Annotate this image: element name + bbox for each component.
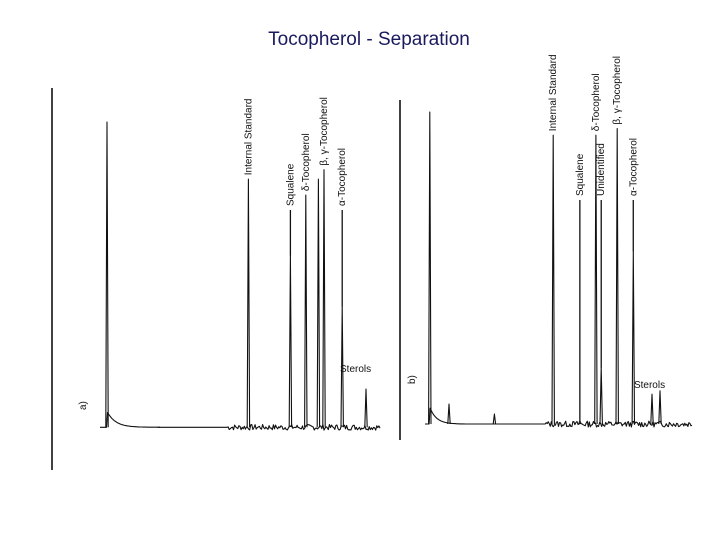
peak-annotation: β, γ-Tocopherol [612, 56, 623, 125]
panel-label: a) [78, 401, 89, 410]
baseline-trace [100, 411, 381, 431]
chromatogram-peak [658, 390, 662, 425]
peak-annotation: δ-Tocopherol [591, 73, 602, 131]
chromatogram-panel-a: a) Internal Standard Squalene δ-Tocopherol β… [51, 88, 381, 470]
chromatogram-panel-b: b) Internal Standard Squalene δ-Tocopherol U… [399, 54, 693, 440]
peak-annotation: Squalene [285, 163, 296, 206]
peak-annotation: δ-Tocopherol [301, 133, 312, 191]
chromatogram-peak [447, 403, 451, 425]
chromatogram-peak [428, 111, 432, 425]
peak-annotation: Unidentified [596, 143, 607, 196]
chromatogram-peak [631, 250, 636, 425]
chromatogram-peak [364, 388, 368, 428]
chromatogram-peak [316, 178, 321, 428]
chromatogram-peak [551, 134, 555, 425]
chromatogram-peak [322, 169, 326, 428]
peak-annotation: Sterols [634, 380, 665, 391]
chromatogram-peak [594, 134, 598, 425]
peak-annotation: Squalene [575, 153, 586, 196]
peak-annotation: α-Tocopherol [337, 148, 348, 206]
baseline-trace [425, 407, 693, 428]
chromatogram-peak [650, 393, 654, 425]
slide-title: Tocopherol - Separation [268, 29, 470, 50]
chromatogram-peak [615, 128, 619, 425]
chromatogram-peak [246, 178, 251, 428]
chromatogram-peak [599, 367, 603, 425]
peak-annotation: β, γ-Tocopherol [319, 97, 330, 166]
chromatogram-peak [288, 255, 293, 428]
peak-annotation: Sterols [340, 364, 371, 375]
chromatogram-peak [105, 121, 109, 428]
peak-annotation: Internal Standard [548, 54, 559, 131]
peak-annotation: α-Tocopherol [628, 138, 639, 196]
chromatogram-peak [304, 194, 308, 428]
peak-annotation: Internal Standard [243, 99, 254, 176]
panel-label: b) [407, 375, 418, 384]
chromatogram-peak [492, 413, 497, 425]
